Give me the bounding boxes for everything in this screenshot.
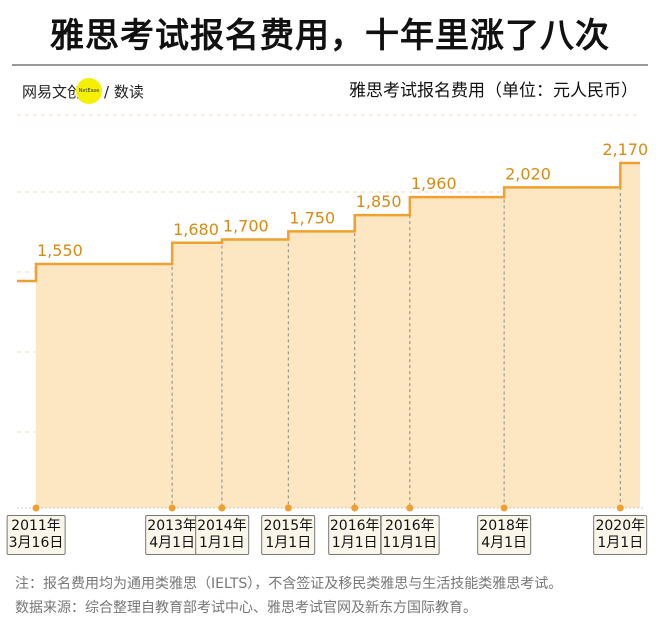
- date-point: [351, 504, 359, 512]
- data-label: 1,750: [289, 208, 335, 227]
- data-label: 1,550: [37, 241, 83, 260]
- date-point: [168, 504, 176, 512]
- data-label: 1,850: [356, 192, 402, 211]
- data-label: 2,170: [602, 140, 648, 159]
- logo-text: 网易文创: [22, 82, 83, 101]
- x-tick-label: 2014年 1月1日: [195, 515, 249, 555]
- page-title: 雅思考试报名费用，十年里涨了八次: [50, 16, 610, 56]
- x-tick-label: 2018年 4月1日: [477, 515, 531, 555]
- date-point: [32, 504, 40, 512]
- data-label: 1,960: [411, 174, 457, 193]
- date-point: [406, 504, 414, 512]
- data-label: 1,700: [223, 217, 269, 236]
- logo: 网易文创 NetEase / 数读: [22, 78, 144, 104]
- date-point: [284, 504, 292, 512]
- footnotes: 注：报名费用均为通用类雅思（IELTS），不含签证及移民类雅思与生活技能类雅思考…: [15, 572, 562, 620]
- date-point: [500, 504, 508, 512]
- x-tick-label: 2015年 1月1日: [261, 515, 316, 555]
- x-tick-label: 2016年 11月1日: [380, 515, 440, 555]
- area-fill: [36, 162, 640, 508]
- x-tick-label: 2011年 3月16日: [6, 515, 66, 555]
- data-label: 1,680: [173, 220, 219, 239]
- data-label: 2,020: [505, 164, 551, 183]
- title-divider: [12, 64, 648, 66]
- x-tick-label: 2016年 1月1日: [327, 515, 382, 555]
- x-tick-label: 2013年 4月1日: [145, 515, 199, 555]
- logo-badge: NetEase: [76, 78, 103, 104]
- note: 注：报名费用均为通用类雅思（IELTS），不含签证及移民类雅思与生活技能类雅思考…: [15, 576, 563, 592]
- x-tick-label: 2020年 1月1日: [593, 515, 648, 555]
- source: 数据来源：综合整理自教育部考试中心、雅思考试官网及新东方国际教育。: [15, 600, 477, 616]
- date-point: [218, 504, 226, 512]
- logo-suffix: / 数读: [104, 82, 144, 101]
- date-point: [616, 504, 624, 512]
- series-line: [17, 161, 640, 283]
- chart-subtitle: 雅思考试报名费用（单位：元人民币）: [349, 81, 638, 101]
